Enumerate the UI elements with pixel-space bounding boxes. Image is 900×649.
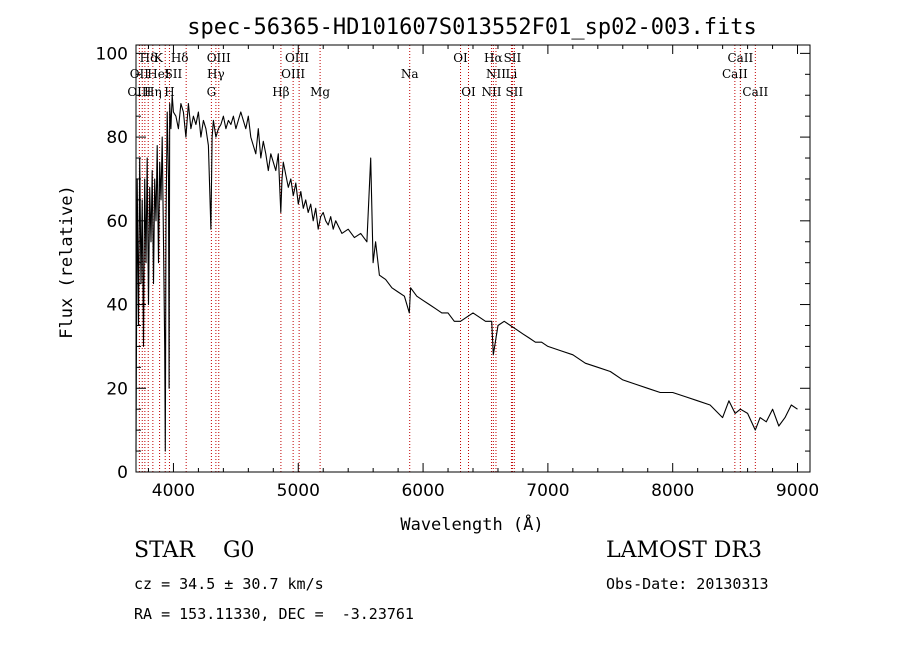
axes: 4000 5000 6000 7000 8000 9000 0 20 40 60 80 100	[96, 44, 820, 501]
spectrum-flux-line	[135, 94, 798, 452]
line-label-0: Hδ	[140, 51, 158, 65]
x-tick-label-4: 8000	[651, 481, 694, 501]
y-tick-label-0: 0	[117, 463, 128, 483]
line-label-5: OI	[453, 51, 468, 65]
plot-area	[135, 94, 798, 452]
line-label-11: SII	[165, 67, 183, 81]
redshift-velocity: cz = 34.5 ± 30.7 km/s	[134, 575, 324, 593]
y-tick-label-5: 100	[96, 44, 128, 64]
line-label-3: OIII	[207, 51, 231, 65]
line-label-13: OIII	[281, 67, 305, 81]
x-axis-label: Wavelength (Å)	[400, 513, 543, 535]
line-label-19: Hη	[144, 85, 162, 99]
y-tick-label-3: 60	[106, 212, 128, 232]
line-label-24: OI	[461, 85, 476, 99]
line-label-7: SII	[504, 51, 522, 65]
line-label-27: CaII	[742, 85, 768, 99]
x-tick-label-3: 7000	[526, 481, 569, 501]
line-label-17: CaII	[722, 67, 748, 81]
line-label-18: OIII	[127, 85, 151, 99]
line-label-16: Li	[506, 67, 518, 81]
plot-frame	[135, 44, 811, 473]
observation-date: Obs-Date: 20130313	[606, 575, 769, 593]
line-label-8: CaII	[727, 51, 753, 65]
y-tick-label-1: 20	[106, 379, 128, 399]
line-label-23: Mg	[310, 85, 330, 99]
line-label-6: Hα	[484, 51, 503, 65]
x-tick-label-2: 6000	[401, 481, 444, 501]
y-axis-label: Flux (relative)	[57, 185, 77, 339]
line-label-2: Hδ	[171, 51, 189, 65]
x-tick-label-0: 4000	[152, 481, 195, 501]
y-tick-label-2: 40	[106, 296, 128, 316]
line-label-15: NII	[486, 67, 506, 81]
survey-label: LAMOST DR3	[606, 538, 762, 563]
object-class: STAR G0	[134, 538, 255, 563]
chart-title: spec-56365-HD101607S013552F01_sp02-003.f…	[187, 15, 757, 40]
line-label-21: G	[207, 85, 217, 99]
line-label-12: Hγ	[207, 67, 225, 81]
line-label-25: NII	[481, 85, 501, 99]
line-label-1: K	[154, 51, 164, 65]
line-label-10: HeI	[147, 67, 170, 81]
y-tick-label-4: 80	[106, 128, 128, 148]
line-label-4: OIII	[285, 51, 309, 65]
x-tick-label-1: 5000	[277, 481, 320, 501]
line-label-20: H	[164, 85, 174, 99]
line-label-26: SII	[505, 85, 523, 99]
coordinates: RA = 153.11330, DEC = -3.23761	[134, 605, 414, 623]
line-label-14: Na	[401, 67, 419, 81]
line-label-22: Hβ	[272, 85, 289, 99]
x-tick-label-5: 9000	[776, 481, 819, 501]
